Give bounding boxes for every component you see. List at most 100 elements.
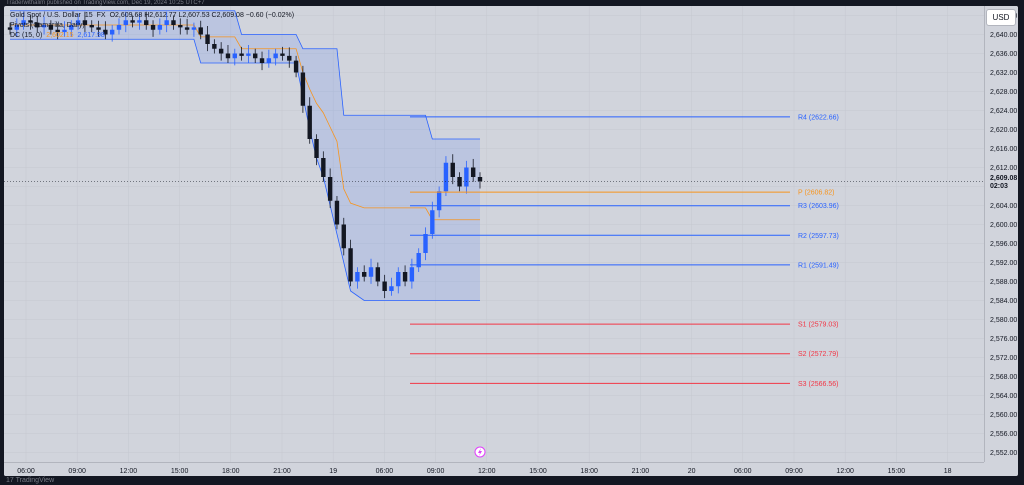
chart-panel[interactable]: R4 (2622.66) P (2606.82) R3 (2603.96) R2 (2… xyxy=(4,6,1018,476)
candle-body xyxy=(198,27,203,35)
candle-body xyxy=(205,34,210,44)
price-tick-label: 2,632.00 xyxy=(990,70,1017,77)
candle-body xyxy=(382,281,387,291)
candle-body xyxy=(334,200,340,225)
donchian-fill xyxy=(10,10,480,301)
donchian-lower-line xyxy=(10,38,480,301)
candle-body xyxy=(69,25,74,30)
candle-body xyxy=(321,158,326,177)
time-tick-label: 18:00 xyxy=(222,468,240,475)
indicator-pivots[interactable]: Pivots (Camarilla, Daily) xyxy=(10,22,85,29)
candle-body xyxy=(82,20,88,25)
lightning-icon xyxy=(474,446,486,458)
candle-body xyxy=(123,20,128,25)
bar-countdown: 02:03 xyxy=(990,183,1008,191)
candle-body xyxy=(293,60,299,73)
candle-body xyxy=(389,286,394,291)
candle-body xyxy=(273,53,278,59)
candle-body xyxy=(75,20,81,25)
candle-body xyxy=(314,139,319,158)
candle-body xyxy=(280,53,285,56)
price-tick-label: 2,636.00 xyxy=(990,51,1017,58)
candle-body xyxy=(253,53,258,59)
candle-body xyxy=(239,53,244,56)
candle-body xyxy=(416,253,421,268)
price-tick-label: 2,604.00 xyxy=(990,203,1017,210)
candle-body xyxy=(157,25,163,30)
donchian-upper-line xyxy=(10,10,480,140)
candle-body xyxy=(178,25,183,28)
pivot-label: S2 (2572.79) xyxy=(798,351,838,358)
exchange: FX xyxy=(96,12,106,19)
price-tick-label: 2,600.00 xyxy=(990,222,1017,229)
candle-body xyxy=(450,162,455,177)
candle-body xyxy=(41,25,47,28)
interval[interactable]: 15 xyxy=(84,12,93,19)
pivot-label: R3 (2603.96) xyxy=(798,203,839,210)
candle-body xyxy=(470,167,476,177)
candle-body xyxy=(341,224,346,249)
time-tick-label: 12:00 xyxy=(120,468,138,475)
time-tick-label: 12:00 xyxy=(836,468,854,475)
candle-body xyxy=(130,20,135,23)
price-tick-label: 2,620.00 xyxy=(990,127,1017,134)
pivot-label: R4 (2622.66) xyxy=(798,114,839,121)
candle-body xyxy=(171,20,176,25)
candle-body xyxy=(212,44,217,49)
candle-body xyxy=(89,25,94,28)
price-axis[interactable]: 2,644.002,640.002,636.002,632.002,628.00… xyxy=(984,6,1018,462)
candle-body xyxy=(164,20,169,25)
candle-body xyxy=(96,27,101,30)
candle-body xyxy=(300,72,306,106)
price-tick-label: 2,560.00 xyxy=(990,412,1017,419)
time-axis[interactable]: 06:00 09:00 12:00 15:00 18:00 21:00 19 06:00 09:… xyxy=(4,462,984,476)
price-tick-label: 2,596.00 xyxy=(990,241,1017,248)
candle-body xyxy=(35,22,40,28)
tradingview-logo[interactable]: 17 TradingView xyxy=(6,477,55,484)
candle-body xyxy=(436,191,442,211)
candle-body xyxy=(375,267,381,282)
candle-body xyxy=(266,58,272,63)
candle-body xyxy=(259,58,265,63)
time-tick-label: 20 xyxy=(688,468,696,475)
candle-body xyxy=(409,267,415,282)
price-tick-label: 2,576.00 xyxy=(990,336,1017,343)
candle-body xyxy=(402,272,408,282)
candle-body xyxy=(396,272,401,287)
candle-body xyxy=(55,29,60,33)
candle-body xyxy=(103,29,108,35)
candle-body xyxy=(191,27,197,30)
pivot-label: S3 (2566.56) xyxy=(798,381,838,388)
candle-body xyxy=(21,20,26,25)
price-tick-label: 2,556.00 xyxy=(990,431,1017,438)
time-tick-label: 21:00 xyxy=(632,468,650,475)
candle-body xyxy=(307,105,312,139)
time-tick-label: 06:00 xyxy=(376,468,394,475)
candle-body xyxy=(464,167,469,187)
price-plot[interactable]: R4 (2622.66) P (2606.82) R3 (2603.96) R2 (2… xyxy=(4,6,984,462)
time-tick-label: 06:00 xyxy=(734,468,752,475)
price-tick-label: 2,572.00 xyxy=(990,355,1017,362)
time-tick-label: 18:00 xyxy=(580,468,598,475)
candles xyxy=(7,11,483,299)
donchian-basis-value: 2,602.15 xyxy=(46,32,74,39)
candle-body xyxy=(430,210,435,234)
time-tick-label: 15:00 xyxy=(171,468,189,475)
candle-body xyxy=(14,25,20,30)
candle-body xyxy=(144,20,149,25)
ohlc-values: O2,609.68 H2,612.77 L2,607.53 C2,609.08 … xyxy=(109,12,295,19)
price-tick-label: 2,552.00 xyxy=(990,450,1017,457)
candle-body xyxy=(7,27,13,30)
pivot-label: R2 (2597.73) xyxy=(798,233,839,240)
price-tick-label: 2,564.00 xyxy=(990,393,1017,400)
time-tick-label: 15:00 xyxy=(888,468,906,475)
price-axis-ticks: 2,644.002,640.002,636.002,632.002,628.00… xyxy=(990,13,1017,457)
symbol-name[interactable]: Gold Spot / U.S. Dollar xyxy=(10,12,81,19)
candle-body xyxy=(327,177,333,201)
donchian-channel xyxy=(10,10,480,301)
currency-button[interactable]: USD xyxy=(986,9,1016,26)
candle-body xyxy=(457,177,462,187)
indicator-donchian[interactable]: DC (15, 0) xyxy=(10,32,43,39)
price-tick-label: 2,580.00 xyxy=(990,317,1017,324)
candle-body xyxy=(109,29,115,35)
